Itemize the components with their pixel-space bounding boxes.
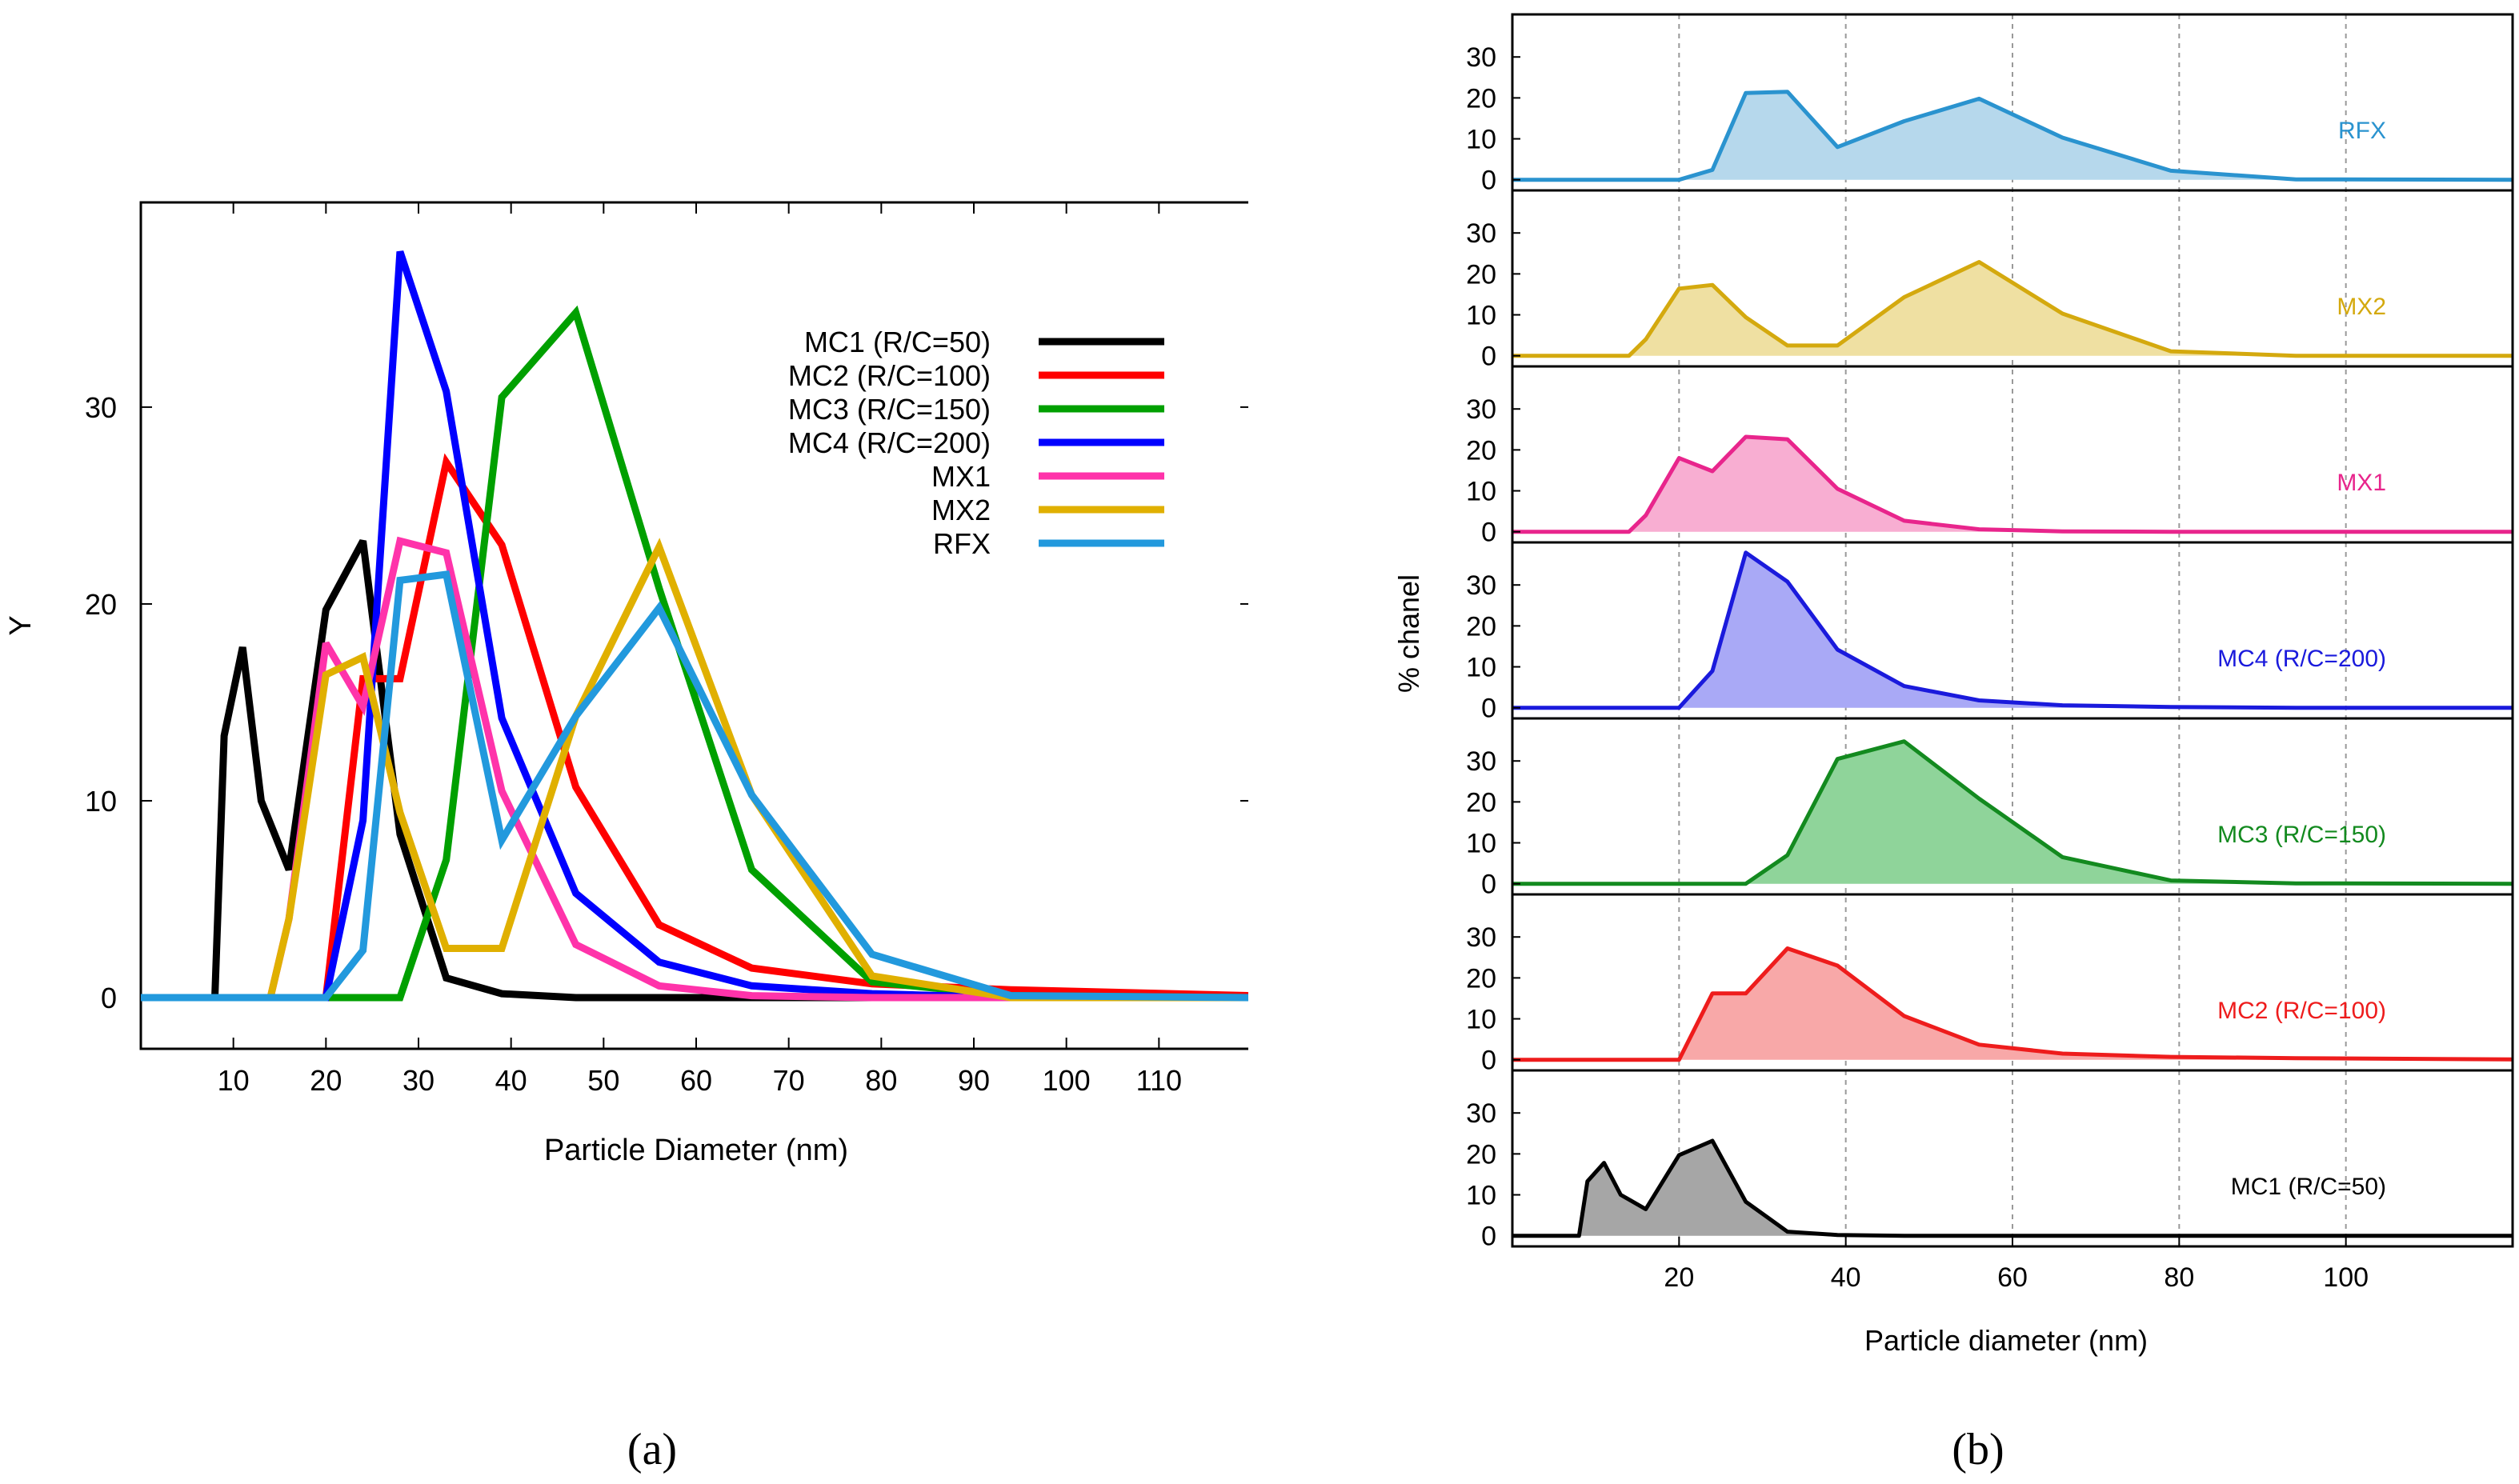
a-series-mc3-r-c-150	[141, 305, 1248, 1002]
b-panel-label-rfx: RFX	[2338, 118, 2386, 144]
chart-b: RFX MX2 MX1 MC4 (R/C=200) MC3 (R/C=150) MC2 (…	[1392, 13, 2514, 1474]
a-legend-label: RFX	[933, 527, 991, 560]
b-ytick-label: 30	[1466, 922, 1496, 953]
chart-a-plot-frame	[139, 201, 1248, 1050]
b-ytick-label: 20	[1466, 435, 1496, 466]
b-ytick-label: 20	[1466, 963, 1496, 994]
b-ytick-label: 0	[1481, 694, 1496, 724]
b-area-mc3-r-c-150	[1512, 741, 2513, 884]
a-xtick-label: 30	[402, 1064, 435, 1097]
a-xtick-label: 20	[310, 1064, 342, 1097]
a-legend-label: MX1	[931, 460, 991, 493]
b-ytick-label: 30	[1466, 218, 1496, 249]
b-area-mx1	[1512, 437, 2513, 532]
a-xtick-label: 50	[587, 1064, 619, 1097]
b-area-mc4-r-c-200	[1512, 552, 2513, 708]
a-ytick-label: 20	[85, 588, 117, 621]
b-xtick-label: 60	[1997, 1262, 2028, 1293]
a-xtick-label: 80	[865, 1064, 897, 1097]
a-xtick-label: 100	[1043, 1064, 1091, 1097]
chart-a-xlabel: Particle Diameter (nm)	[544, 1134, 848, 1167]
a-legend-label: MX2	[931, 494, 991, 526]
caption-b: (b)	[1952, 1425, 2004, 1474]
b-ytick-label: 0	[1481, 1222, 1496, 1252]
b-panel-label-mc1-r-c-50: MC1 (R/C=50)	[2231, 1174, 2386, 1200]
a-series-mx2	[141, 538, 1248, 1002]
b-ytick-label: 30	[1466, 42, 1496, 73]
b-ytick-label: 10	[1466, 477, 1496, 507]
a-xtick-label: 90	[958, 1064, 990, 1097]
a-legend-label: MC1 (R/C=50)	[804, 326, 991, 358]
b-ytick-label: 30	[1466, 746, 1496, 777]
b-area-rfx	[1512, 91, 2513, 180]
chart-a: 10 20 30 40 50 60 70 80 90 100 110 0 10 20 30 MC1 (R/C…	[4, 201, 1248, 1474]
b-ytick-label: 20	[1466, 259, 1496, 290]
b-ytick-label: 30	[1466, 394, 1496, 425]
b-panel-label-mx2: MX2	[2337, 294, 2386, 320]
b-panel-label-mc2-r-c-100: MC2 (R/C=100)	[2217, 998, 2386, 1024]
b-area-mc1-r-c-50	[1512, 1141, 2513, 1236]
b-panel-label-mc3-r-c-150: MC3 (R/C=150)	[2217, 822, 2386, 848]
b-panel-label-mx1: MX1	[2337, 470, 2386, 496]
b-ytick-label: 0	[1481, 870, 1496, 900]
b-ytick-label: 10	[1466, 125, 1496, 155]
a-xtick-label: 40	[495, 1064, 527, 1097]
b-xtick-label: 80	[2164, 1262, 2194, 1293]
b-ytick-label: 0	[1481, 1046, 1496, 1076]
b-line-mc2-r-c-100	[1512, 946, 2513, 1062]
b-ytick-label: 10	[1466, 1181, 1496, 1211]
b-ytick-label: 10	[1466, 829, 1496, 859]
b-panel-label-mc4-r-c-200: MC4 (R/C=200)	[2217, 646, 2386, 672]
b-line-mc1-r-c-50	[1512, 1138, 2513, 1238]
a-ytick-label: 10	[85, 785, 117, 818]
b-line-rfx	[1512, 90, 2513, 182]
a-legend-label: MC4 (R/C=200)	[788, 426, 991, 459]
b-ytick-label: 0	[1481, 518, 1496, 548]
chart-b-xlabel: Particle diameter (nm)	[1864, 1324, 2148, 1357]
a-legend-label: MC3 (R/C=150)	[788, 393, 991, 426]
b-ytick-label: 10	[1466, 301, 1496, 331]
b-ytick-label: 30	[1466, 570, 1496, 601]
b-ytick-label: 20	[1466, 787, 1496, 818]
chart-a-ylabel: Y	[4, 615, 38, 635]
b-ytick-label: 20	[1466, 83, 1496, 114]
a-ytick-label: 0	[101, 982, 117, 1014]
b-ytick-label: 10	[1466, 653, 1496, 683]
b-line-mc4-r-c-200	[1512, 550, 2513, 710]
b-ytick-label: 10	[1466, 1005, 1496, 1035]
a-xtick-label: 60	[680, 1064, 712, 1097]
b-line-mx2	[1512, 260, 2513, 358]
a-ytick-label: 30	[85, 391, 117, 424]
a-legend-label: MC2 (R/C=100)	[788, 359, 991, 392]
b-ytick-label: 20	[1466, 1139, 1496, 1170]
caption-a: (a)	[627, 1425, 677, 1474]
b-ytick-label: 0	[1481, 166, 1496, 196]
b-xtick-label: 100	[2323, 1262, 2369, 1293]
b-line-mx1	[1512, 434, 2513, 534]
a-series-mc4-r-c-200	[141, 250, 1248, 1002]
b-ytick-label: 30	[1466, 1098, 1496, 1129]
b-xtick-label: 20	[1664, 1262, 1694, 1293]
a-xtick-label: 10	[218, 1064, 250, 1097]
b-line-mc3-r-c-150	[1512, 739, 2513, 886]
b-ytick-label: 20	[1466, 611, 1496, 642]
a-series-mx1	[141, 536, 1248, 1002]
a-series-rfx	[141, 570, 1248, 1002]
a-xtick-label: 110	[1136, 1064, 1182, 1097]
b-ytick-label: 0	[1481, 342, 1496, 372]
b-area-mx2	[1512, 262, 2513, 356]
chart-b-ylabel: % chanel	[1392, 574, 1425, 693]
b-xtick-label: 40	[1831, 1262, 1861, 1293]
a-xtick-label: 70	[773, 1064, 805, 1097]
